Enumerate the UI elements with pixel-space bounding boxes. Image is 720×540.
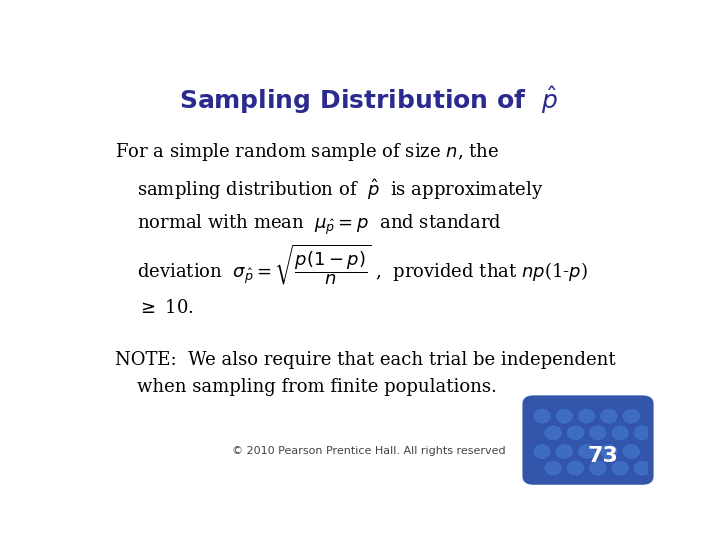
Text: 73: 73 [588,447,618,467]
Ellipse shape [533,408,552,424]
Ellipse shape [611,425,629,441]
Ellipse shape [577,443,596,460]
Text: $\geq$ 10.: $\geq$ 10. [138,299,194,317]
Ellipse shape [577,408,596,424]
Ellipse shape [566,460,585,476]
Ellipse shape [588,425,607,441]
Text: when sampling from finite populations.: when sampling from finite populations. [138,378,498,396]
Ellipse shape [622,443,641,460]
Text: © 2010 Pearson Prentice Hall. All rights reserved: © 2010 Pearson Prentice Hall. All rights… [232,446,506,456]
Ellipse shape [555,443,574,460]
Ellipse shape [633,425,652,441]
Text: NOTE:  We also require that each trial be independent: NOTE: We also require that each trial be… [115,351,616,369]
Ellipse shape [544,425,562,441]
Text: For a simple random sample of size $n$, the: For a simple random sample of size $n$, … [115,141,499,163]
Text: normal with mean  $\mu_{\hat{p}} = p$  and standard: normal with mean $\mu_{\hat{p}} = p$ and… [138,213,502,237]
Ellipse shape [566,425,585,441]
Ellipse shape [555,408,574,424]
Ellipse shape [544,460,562,476]
Ellipse shape [588,460,607,476]
Ellipse shape [533,443,552,460]
Ellipse shape [622,408,641,424]
Text: sampling distribution of  $\hat{p}$  is approximately: sampling distribution of $\hat{p}$ is ap… [138,177,544,202]
FancyBboxPatch shape [523,395,654,485]
Text: deviation  $\sigma_{\hat{p}} = \sqrt{\dfrac{p(1-p)}{n}}$ ,  provided that $np$(1: deviation $\sigma_{\hat{p}} = \sqrt{\dfr… [138,242,588,287]
Ellipse shape [600,443,618,460]
Text: Sampling Distribution of  $\hat{p}$: Sampling Distribution of $\hat{p}$ [179,84,559,116]
Ellipse shape [600,408,618,424]
Ellipse shape [611,460,629,476]
Ellipse shape [633,460,652,476]
